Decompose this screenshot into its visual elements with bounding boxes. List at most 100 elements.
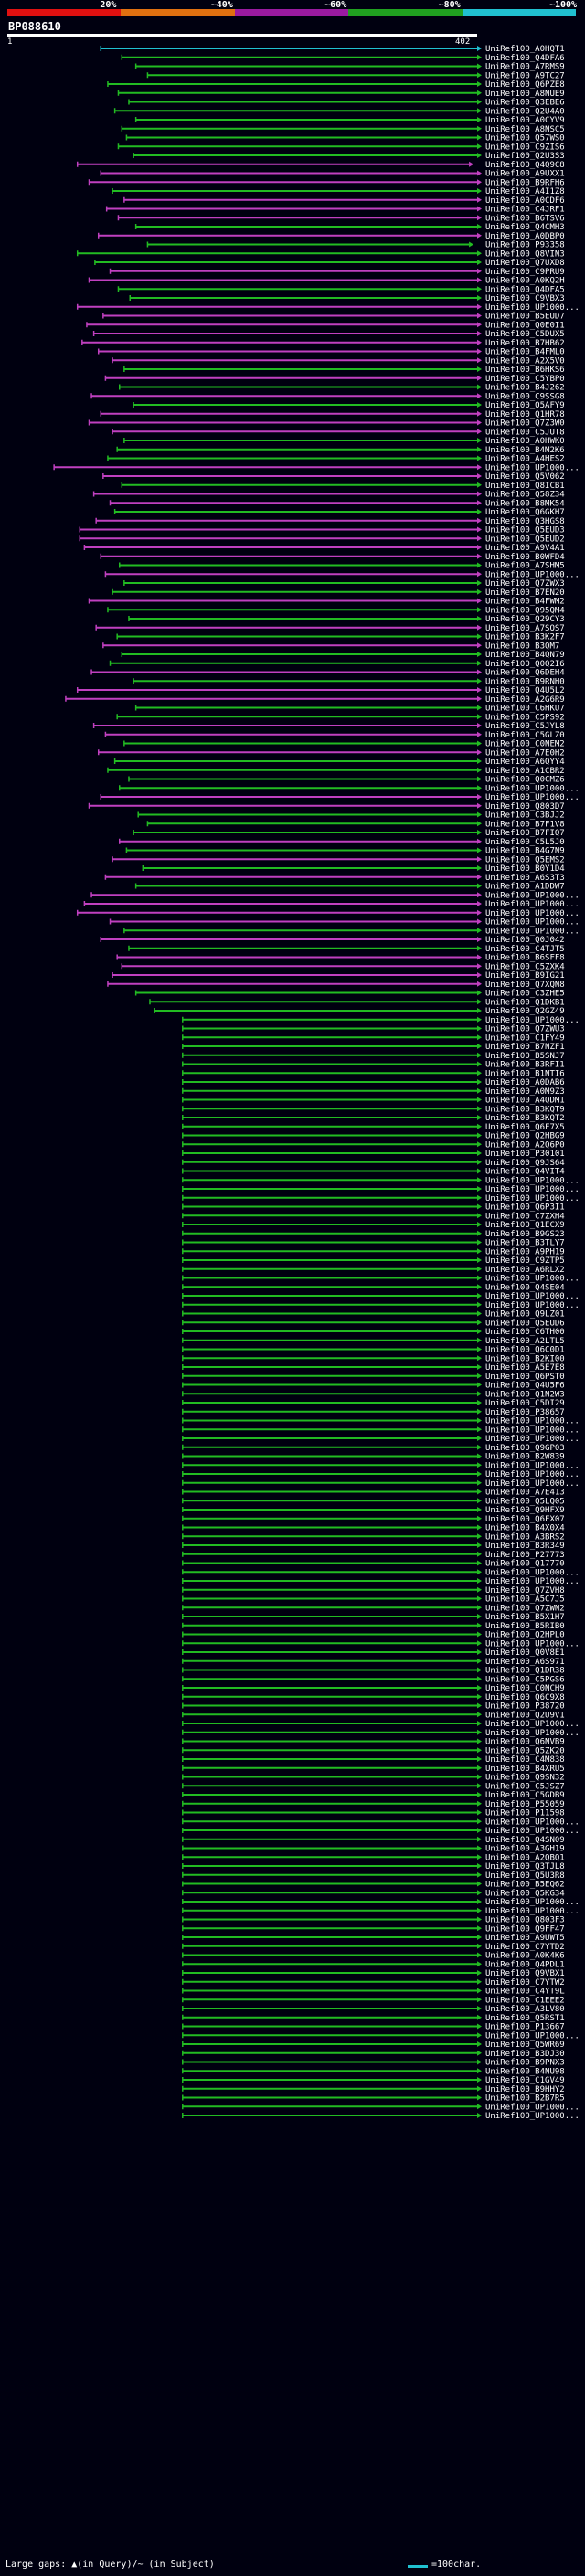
hit-row[interactable]: UniRef100_B4NU98 bbox=[182, 2067, 565, 2076]
hit-label[interactable]: UniRef100_A0HQT1 bbox=[485, 45, 565, 54]
hit-label[interactable]: UniRef100_UP1000... bbox=[485, 1818, 580, 1827]
hit-row[interactable]: UniRef100_Q9JS64 bbox=[182, 1159, 565, 1168]
hit-label[interactable]: UniRef100_Q5WR69 bbox=[485, 2041, 565, 2050]
hit-label[interactable]: UniRef100_Q7UXD8 bbox=[485, 259, 565, 268]
hit-row[interactable]: UniRef100_A0CDF6 bbox=[123, 196, 565, 206]
hit-row[interactable]: UniRef100_Q4CMH3 bbox=[134, 223, 565, 232]
hit-row[interactable]: UniRef100_UP1000... bbox=[182, 1818, 580, 1827]
hit-label[interactable]: UniRef100_B5X1H7 bbox=[485, 1613, 565, 1622]
hit-row[interactable]: UniRef100_A6RLX2 bbox=[182, 1266, 565, 1275]
hit-row[interactable]: UniRef100_Q6C9X8 bbox=[182, 1693, 565, 1702]
hit-label[interactable]: UniRef100_Q5ZK20 bbox=[485, 1746, 565, 1755]
hit-label[interactable]: UniRef100_UP1000... bbox=[485, 570, 580, 579]
hit-row[interactable]: UniRef100_A9TC27 bbox=[146, 71, 565, 80]
hit-label[interactable]: UniRef100_UP1000... bbox=[485, 2103, 580, 2112]
hit-label[interactable]: UniRef100_B7NZF1 bbox=[485, 1043, 565, 1052]
hit-label[interactable]: UniRef100_Q5LQ05 bbox=[485, 1497, 565, 1506]
hit-label[interactable]: UniRef100_B5EUD7 bbox=[485, 313, 565, 322]
hit-row[interactable]: UniRef100_Q6DEH4 bbox=[90, 669, 565, 678]
hit-label[interactable]: UniRef100_Q6C9X8 bbox=[485, 1693, 565, 1702]
hit-row[interactable]: UniRef100_B7NZF1 bbox=[182, 1043, 565, 1052]
hit-row[interactable]: UniRef100_B9RFH6 bbox=[88, 178, 565, 187]
hit-label[interactable]: UniRef100_Q6P3I1 bbox=[485, 1203, 565, 1213]
hit-label[interactable]: UniRef100_B4FML0 bbox=[485, 348, 565, 357]
hit-label[interactable]: UniRef100_UP1000... bbox=[485, 1479, 580, 1489]
hit-label[interactable]: UniRef100_Q1HR78 bbox=[485, 410, 565, 419]
hit-label[interactable]: UniRef100_Q58Z34 bbox=[485, 491, 565, 500]
hit-label[interactable]: UniRef100_A4I1Z8 bbox=[485, 187, 565, 196]
hit-label[interactable]: UniRef100_Q2U4A0 bbox=[485, 107, 565, 116]
hit-row[interactable]: UniRef100_B2B7R5 bbox=[182, 2094, 565, 2104]
hit-label[interactable]: UniRef100_UP1000... bbox=[485, 1461, 580, 1470]
hit-label[interactable]: UniRef100_P38720 bbox=[485, 1702, 565, 1712]
hit-label[interactable]: UniRef100_B6SFF8 bbox=[485, 954, 565, 963]
hit-row[interactable]: UniRef100_Q2U9V1 bbox=[182, 1711, 565, 1720]
hit-label[interactable]: UniRef100_Q7ZWN2 bbox=[485, 1604, 565, 1613]
hit-label[interactable]: UniRef100_UP1000... bbox=[485, 1275, 580, 1284]
hit-label[interactable]: UniRef100_UP1000... bbox=[485, 303, 580, 313]
hit-label[interactable]: UniRef100_Q0V8E1 bbox=[485, 1648, 565, 1658]
hit-row[interactable]: UniRef100_A0M9Z3 bbox=[182, 1087, 565, 1097]
hit-row[interactable]: UniRef100_Q0Q2I6 bbox=[109, 660, 565, 669]
hit-row[interactable]: UniRef100_UP1000... bbox=[182, 1898, 580, 1907]
hit-label[interactable]: UniRef100_Q1ECX9 bbox=[485, 1221, 565, 1230]
hit-label[interactable]: UniRef100_Q2GZ49 bbox=[485, 1007, 565, 1016]
hit-row[interactable]: UniRef100_A0HQT1 bbox=[100, 45, 565, 54]
hit-label[interactable]: UniRef100_B2B7R5 bbox=[485, 2094, 565, 2104]
hit-row[interactable]: UniRef100_A3BRS2 bbox=[182, 1532, 565, 1542]
hit-label[interactable]: UniRef100_UP1000... bbox=[485, 1417, 580, 1426]
hit-row[interactable]: UniRef100_B9RNH0 bbox=[133, 677, 565, 686]
hit-label[interactable]: UniRef100_Q7Z3W0 bbox=[485, 419, 565, 429]
hit-label[interactable]: UniRef100_A6S3T3 bbox=[485, 874, 565, 883]
hit-row[interactable]: UniRef100_UP1000... bbox=[182, 1292, 580, 1301]
hit-label[interactable]: UniRef100_Q4PDL1 bbox=[485, 1960, 565, 1969]
hit-row[interactable]: UniRef100_UP1000... bbox=[182, 1720, 580, 1729]
hit-label[interactable]: UniRef100_Q6C0D1 bbox=[485, 1346, 565, 1355]
hit-row[interactable]: UniRef100_B8MK54 bbox=[109, 499, 565, 508]
hit-row[interactable]: UniRef100_Q4PDL1 bbox=[182, 1960, 565, 1969]
hit-row[interactable]: UniRef100_UP1000... bbox=[182, 1907, 580, 1916]
hit-label[interactable]: UniRef100_A0KQ2H bbox=[485, 277, 565, 286]
hit-row[interactable]: UniRef100_C3BJJ2 bbox=[137, 811, 565, 821]
hit-row[interactable]: UniRef100_Q2U3S3 bbox=[133, 152, 565, 161]
hit-label[interactable]: UniRef100_A7SHM5 bbox=[485, 562, 565, 571]
hit-label[interactable]: UniRef100_UP1000... bbox=[485, 1426, 580, 1435]
hit-row[interactable]: UniRef100_UP1000... bbox=[182, 1194, 580, 1203]
hit-label[interactable]: UniRef100_UP1000... bbox=[485, 1568, 580, 1577]
hit-row[interactable]: UniRef100_A0DAB6 bbox=[182, 1078, 565, 1087]
hit-label[interactable]: UniRef100_UP1000... bbox=[485, 784, 580, 793]
hit-row[interactable]: UniRef100_C1FY49 bbox=[182, 1034, 565, 1043]
hit-row[interactable]: UniRef100_Q6P3I1 bbox=[182, 1203, 565, 1213]
hit-row[interactable]: UniRef100_A0K4K6 bbox=[182, 1952, 565, 1961]
hit-row[interactable]: UniRef100_Q4SE04 bbox=[182, 1283, 565, 1292]
hit-label[interactable]: UniRef100_Q2HBG9 bbox=[485, 1132, 565, 1141]
hit-row[interactable]: UniRef100_A3LV80 bbox=[182, 2005, 565, 2014]
hit-label[interactable]: UniRef100_P11598 bbox=[485, 1809, 565, 1818]
hit-row[interactable]: UniRef100_Q29CY3 bbox=[128, 615, 565, 624]
hit-row[interactable]: UniRef100_UP1000... bbox=[123, 927, 580, 936]
hit-label[interactable]: UniRef100_Q9HFX9 bbox=[485, 1506, 565, 1515]
hit-row[interactable]: UniRef100_C5DUX5 bbox=[92, 330, 565, 339]
hit-row[interactable]: UniRef100_A7E0H2 bbox=[97, 748, 565, 758]
hit-label[interactable]: UniRef100_UP1000... bbox=[485, 1194, 580, 1203]
hit-row[interactable]: UniRef100_B7HB62 bbox=[81, 339, 565, 348]
hit-label[interactable]: UniRef100_Q4VIT4 bbox=[485, 1168, 565, 1177]
hit-label[interactable]: UniRef100_Q7ZWX3 bbox=[485, 579, 565, 588]
hit-label[interactable]: UniRef100_C1GV49 bbox=[485, 2076, 565, 2085]
hit-label[interactable]: UniRef100_C4YT9L bbox=[485, 1988, 565, 1997]
hit-row[interactable]: UniRef100_Q4SN09 bbox=[182, 1836, 565, 1845]
hit-label[interactable]: UniRef100_Q7XQN8 bbox=[485, 981, 565, 990]
hit-row[interactable]: UniRef100_Q7ZVH8 bbox=[182, 1586, 565, 1595]
hit-row[interactable]: UniRef100_C1GV49 bbox=[182, 2076, 565, 2085]
hit-label[interactable]: UniRef100_B1NTI6 bbox=[485, 1069, 565, 1078]
hit-row[interactable]: UniRef100_Q8ICB1 bbox=[121, 482, 565, 491]
hit-label[interactable]: UniRef100_B4J262 bbox=[485, 384, 565, 393]
hit-row[interactable]: UniRef100_B9IG21 bbox=[112, 971, 565, 981]
hit-label[interactable]: UniRef100_A9TC27 bbox=[485, 71, 565, 80]
hit-row[interactable]: UniRef100_A9V4A1 bbox=[83, 544, 565, 553]
hit-row[interactable]: UniRef100_UP1000... bbox=[83, 900, 580, 909]
hit-row[interactable]: UniRef100_A7E413 bbox=[182, 1489, 565, 1498]
hit-label[interactable]: UniRef100_Q4Q9C8 bbox=[485, 161, 565, 170]
hit-row[interactable]: UniRef100_Q1N2W3 bbox=[182, 1390, 565, 1399]
hit-row[interactable]: UniRef100_Q7ZWN2 bbox=[182, 1604, 565, 1613]
